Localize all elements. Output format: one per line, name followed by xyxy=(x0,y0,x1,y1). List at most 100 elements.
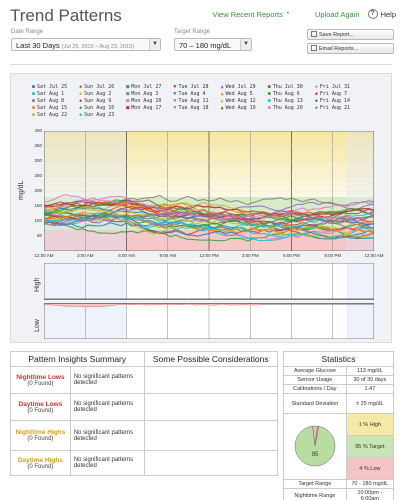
legend-item[interactable]: ▼ Tue Jul 28 xyxy=(173,84,220,90)
legend-item[interactable]: ■ Mon Aug 17 xyxy=(126,105,173,111)
chevron-down-icon: ▼ xyxy=(149,39,160,50)
legend-item[interactable]: ● Thu Aug 13 xyxy=(268,98,315,104)
separator-dot: • xyxy=(286,11,289,17)
legend-item[interactable]: ▲ Wed Aug 12 xyxy=(221,98,268,104)
y-tick-label: 150 xyxy=(34,203,42,208)
insight-name: Nighttime Highs xyxy=(15,429,66,436)
day-series-line xyxy=(44,209,374,229)
day-series-line xyxy=(44,210,374,227)
table-row: Average Glucose 113 mg/dL xyxy=(283,366,395,376)
y-tick-label: 250 xyxy=(34,173,42,178)
legend-label: Sat Aug 8 xyxy=(37,98,65,104)
legend-item[interactable]: ● Thu Jul 30 xyxy=(268,84,315,90)
legend-item[interactable]: ● Thu Aug 20 xyxy=(268,105,315,111)
legend-marker-icon: ▲ xyxy=(220,98,224,104)
day-series-line xyxy=(44,206,374,234)
save-icon xyxy=(311,31,317,37)
legend-label: Mon Aug 10 xyxy=(131,98,162,104)
page-title: Trend Patterns xyxy=(10,6,122,25)
save-report-button[interactable]: Save Report... xyxy=(307,29,394,40)
insight-name: Daytime Highs xyxy=(17,456,63,464)
legend-item[interactable]: ● Thu Aug 6 xyxy=(268,91,315,97)
recent-reports-link[interactable]: View Recent Reports xyxy=(212,9,283,19)
low-events-plot xyxy=(44,303,374,339)
legend-item[interactable]: ◆ Sun Aug 23 xyxy=(79,112,126,118)
legend-marker-icon: ● xyxy=(267,105,271,111)
statistics-table: Statistics Average Glucose 113 mg/dL Sens… xyxy=(283,351,395,500)
x-tick-label: 3:00 AM xyxy=(76,253,94,258)
legend-item[interactable]: ▲ Wed Aug 5 xyxy=(221,91,268,97)
legend-marker-icon: ◆ xyxy=(79,91,83,97)
high-axis-label: High xyxy=(34,277,41,292)
legend-item[interactable]: ■ Mon Aug 3 xyxy=(126,91,173,97)
table-row: Standard Deviation ± 25 mg/dL xyxy=(283,393,395,414)
legend-marker-icon: ● xyxy=(32,105,36,111)
stat-key: Standard Deviation xyxy=(283,393,347,414)
legend-label: Fri Aug 21 xyxy=(319,105,350,111)
legend-marker-icon: ◆ xyxy=(314,105,318,111)
legend-item[interactable]: ● Sat Aug 15 xyxy=(32,105,79,111)
legend-marker-icon: ▼ xyxy=(173,98,177,104)
legend-marker-icon: ● xyxy=(32,112,36,118)
legend-item[interactable]: ● Sat Aug 1 xyxy=(32,91,79,97)
insight-found: (0 Found) xyxy=(27,436,54,442)
legend-marker-icon: ● xyxy=(32,91,36,97)
legend-label: Sat Aug 22 xyxy=(37,112,68,118)
y-tick-label: 100 xyxy=(34,218,42,223)
legend-item[interactable]: ◆ Sun Aug 16 xyxy=(79,105,126,111)
legend-item[interactable]: ◆ Sun Aug 2 xyxy=(79,91,126,97)
date-range-label: Date Range xyxy=(11,29,44,35)
x-tick-label: 9:00 PM xyxy=(324,253,342,258)
legend-label: Sun Aug 9 xyxy=(84,98,112,104)
considerations-title: Some Possible Considerations xyxy=(143,351,278,367)
glucose-trend-plot[interactable] xyxy=(44,131,374,251)
upload-again-link[interactable]: Upload Again xyxy=(314,9,360,19)
x-tick-label: 12:00 PM xyxy=(199,253,219,258)
legend-item[interactable]: ▲ Wed Jul 29 xyxy=(221,84,268,90)
legend-label: Fri Jul 31 xyxy=(319,84,350,90)
table-row: Nighttime Range 10:00pm - 6:00am xyxy=(283,488,395,500)
insights-title: Pattern Insights Summary xyxy=(10,351,145,367)
stat-value: 30 of 30 days xyxy=(345,375,395,385)
legend-item[interactable]: ◆ Sun Jul 26 xyxy=(79,84,126,90)
legend-label: Fri Aug 7 xyxy=(319,91,347,97)
legend-marker-icon: ▲ xyxy=(220,84,224,90)
x-tick-label: 6:00 AM xyxy=(118,253,135,258)
low-axis-label: Low xyxy=(34,319,41,332)
y-tick-label: 350 xyxy=(34,143,42,148)
help-icon[interactable]: ? xyxy=(367,9,378,19)
legend-item[interactable]: ▼ Tue Aug 4 xyxy=(173,91,220,97)
email-icon xyxy=(311,45,317,51)
legend-marker-icon: ■ xyxy=(126,98,130,104)
table-row: Nighttime Highs (0 Found) No significant … xyxy=(10,420,278,451)
legend-item[interactable]: ■ Mon Aug 10 xyxy=(126,98,173,104)
legend-item[interactable]: ● Sat Aug 22 xyxy=(32,112,79,118)
legend-item[interactable]: ● Sat Jul 25 xyxy=(32,84,79,90)
table-row: Daytime Lows (0 Found) No significant pat… xyxy=(10,393,278,421)
legend-item[interactable]: ◆ Fri Aug 7 xyxy=(315,91,362,97)
legend-label: Thu Jul 30 xyxy=(272,84,303,90)
legend-item[interactable]: ◆ Fri Aug 14 xyxy=(315,98,362,104)
date-range-select[interactable]: Last 30 Days (Jul 25, 2015 – Aug 23, 201… xyxy=(11,38,161,51)
legend-item[interactable]: ◆ Fri Aug 21 xyxy=(315,105,362,111)
help-link[interactable]: Help xyxy=(380,9,396,19)
email-reports-button[interactable]: Email Reports... xyxy=(307,43,394,54)
x-tick-label: 12:00 AM xyxy=(364,253,384,258)
legend-item[interactable]: ▼ Tue Aug 18 xyxy=(173,105,220,111)
target-range-select[interactable]: 70 – 180 mg/dL ▼ xyxy=(174,38,252,51)
legend-item[interactable]: ▼ Tue Aug 11 xyxy=(173,98,220,104)
legend-item[interactable]: ● Sat Aug 8 xyxy=(32,98,79,104)
legend-label: Wed Jul 29 xyxy=(225,84,256,90)
legend-item[interactable]: ▲ Wed Aug 19 xyxy=(221,105,268,111)
legend-item[interactable]: ■ Mon Jul 27 xyxy=(126,84,173,90)
y-tick-label: 200 xyxy=(34,188,42,193)
legend-item[interactable]: ◆ Fri Jul 31 xyxy=(315,84,362,90)
y-tick-label: 300 xyxy=(34,158,42,163)
pie-slice-target xyxy=(294,425,336,466)
legend-marker-icon: ◆ xyxy=(79,112,83,118)
legend-marker-icon: ◆ xyxy=(79,105,83,111)
y-axis-label: mg/dL xyxy=(18,180,25,200)
legend-item[interactable]: ◆ Sun Aug 9 xyxy=(79,98,126,104)
insight-desc: No significant patterns detected xyxy=(69,450,145,476)
legend-marker-icon: ◆ xyxy=(314,98,318,104)
